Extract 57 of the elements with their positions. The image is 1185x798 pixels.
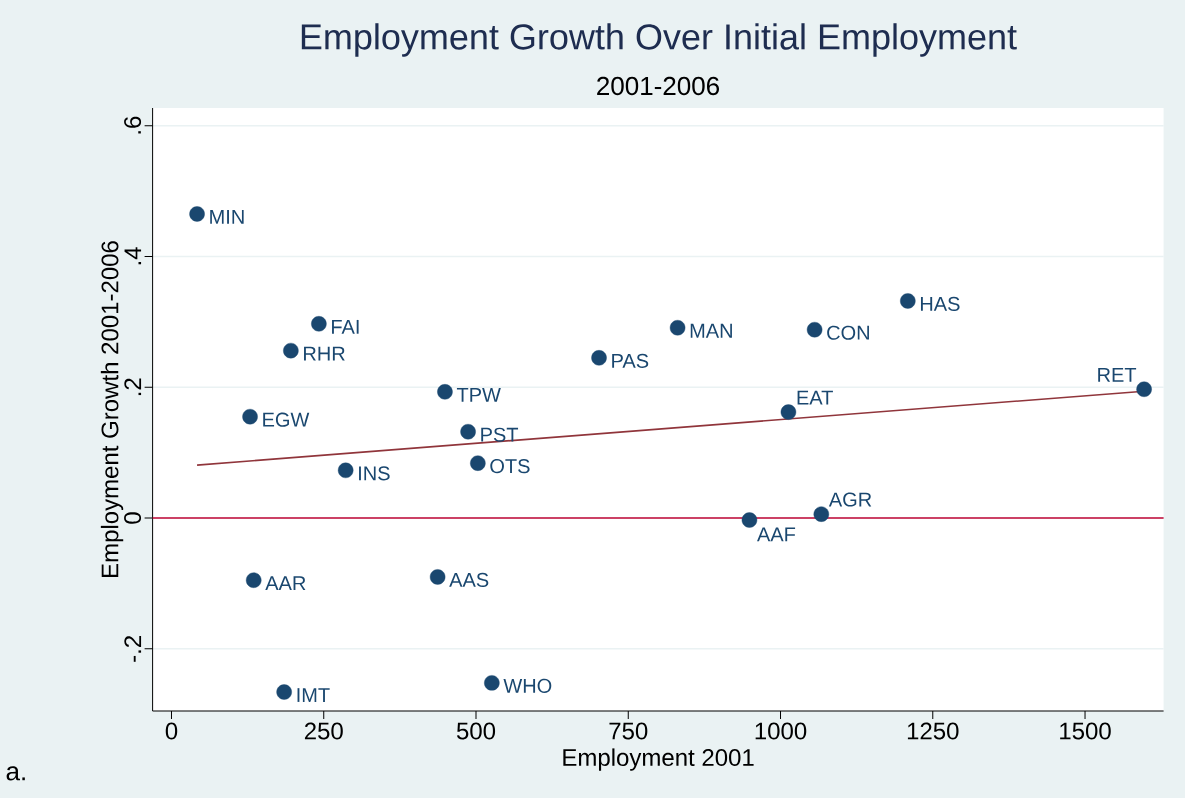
annotation: CON bbox=[827, 325, 869, 340]
point bbox=[484, 675, 500, 691]
x-tick-label: 1500 bbox=[1060, 722, 1111, 740]
annotation: WHO bbox=[503, 678, 552, 693]
point bbox=[900, 293, 916, 309]
annotation: INS bbox=[359, 466, 390, 481]
annotation: EAT bbox=[797, 390, 833, 405]
point bbox=[669, 320, 686, 336]
annotation: RET bbox=[1098, 367, 1137, 382]
chart-title: Employment Growth Over Initial Employment bbox=[301, 23, 1017, 57]
point bbox=[813, 506, 830, 522]
x-tick-label: 500 bbox=[456, 722, 496, 740]
point bbox=[591, 350, 607, 366]
y-tick-label: .4 bbox=[124, 247, 142, 265]
annotation: PST bbox=[481, 427, 519, 442]
x-tick-label: 1250 bbox=[907, 722, 959, 740]
annotation: AAF bbox=[757, 527, 796, 542]
point bbox=[311, 316, 327, 332]
y-tick-label: 0 bbox=[124, 512, 142, 524]
chart-subtitle: 2001-2006 bbox=[597, 76, 720, 96]
x-tick-label: 750 bbox=[609, 722, 648, 740]
y-tick-label: .6 bbox=[124, 116, 142, 134]
annotation: AAS bbox=[449, 572, 489, 587]
annotation: IMT bbox=[297, 688, 330, 702]
point bbox=[242, 408, 258, 425]
text: a. bbox=[6, 766, 25, 781]
point bbox=[780, 404, 797, 420]
annotation: AAR bbox=[265, 576, 306, 591]
annotation: FAI bbox=[332, 319, 359, 334]
annotation: MIN bbox=[210, 210, 244, 224]
y-axis-title: Employment Growth 2001-2006 bbox=[100, 241, 124, 577]
x-tick-label: 0 bbox=[165, 722, 178, 740]
annotation: HAS bbox=[920, 296, 960, 311]
x-tick-label: 1000 bbox=[755, 722, 807, 740]
annotation: AGR bbox=[828, 492, 872, 507]
point bbox=[741, 512, 758, 528]
point bbox=[283, 342, 299, 359]
annotation: TPW bbox=[456, 387, 501, 402]
x-axis-title: Employment 2001 bbox=[563, 748, 754, 771]
point bbox=[429, 569, 446, 585]
x-tick-label: 250 bbox=[304, 722, 343, 740]
annotation: OTS bbox=[490, 459, 530, 474]
annotation: PAS bbox=[612, 353, 649, 368]
point bbox=[189, 206, 205, 222]
point bbox=[246, 572, 262, 588]
point bbox=[460, 424, 476, 440]
point bbox=[1136, 381, 1152, 397]
annotation: EGW bbox=[263, 412, 310, 427]
annotation: RHR bbox=[304, 346, 345, 361]
point bbox=[806, 322, 823, 338]
point bbox=[470, 455, 486, 471]
point bbox=[437, 384, 453, 400]
point bbox=[276, 684, 292, 700]
annotation: MAN bbox=[690, 323, 732, 338]
y-tick-label: .2 bbox=[124, 378, 142, 396]
point bbox=[337, 462, 354, 479]
y-tick-label: -.2 bbox=[124, 636, 142, 662]
